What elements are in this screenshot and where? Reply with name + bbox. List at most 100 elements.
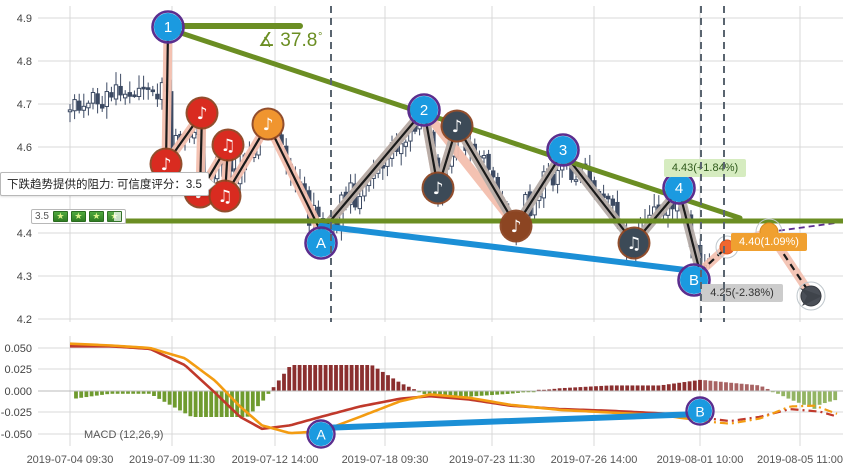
note-marker-circle	[210, 181, 240, 211]
wave-marker-2[interactable]: 2	[407, 93, 441, 127]
price-ytick-7: 4.2	[17, 314, 32, 326]
candle-body	[403, 141, 409, 147]
macd-wave-marker-group[interactable]: AB	[306, 396, 715, 449]
macd-histogram-bar	[276, 380, 281, 391]
macd-ab-trendline[interactable]	[318, 411, 703, 431]
candle-body	[77, 100, 82, 111]
macd-wave-marker-ring	[685, 396, 715, 426]
macd-histogram-bar	[755, 385, 760, 391]
note-marker-8[interactable]: ♪	[499, 209, 533, 243]
macd-dea-projection	[701, 404, 838, 425]
macd-histogram-bar	[339, 365, 344, 391]
wave-marker-label: 2	[420, 102, 428, 119]
wave-marker-3[interactable]: 3	[546, 133, 580, 167]
macd-histogram-bar	[547, 389, 552, 391]
macd-histogram-bar	[510, 391, 515, 394]
price-ytick-2: 4.7	[17, 99, 32, 111]
macd-histogram-bar	[172, 391, 177, 408]
candle-body	[491, 170, 496, 178]
macd-histogram-bar	[542, 389, 546, 391]
macd-histogram-bar	[724, 382, 728, 391]
target-price-down[interactable]: 4.25(-2.38%)	[701, 284, 783, 302]
note-marker-circle	[253, 109, 283, 139]
macd-histogram-bar	[765, 388, 770, 391]
angle-annotation: ∡ 37.8	[258, 30, 317, 51]
macd-histogram-bar	[230, 391, 234, 417]
note-marker-7[interactable]: ♪	[421, 171, 455, 205]
candle-body	[136, 87, 142, 97]
macd-histogram-bar	[469, 391, 474, 397]
macd-histogram-bar	[323, 365, 328, 391]
macd-histogram-bar	[625, 385, 630, 391]
candle-body	[573, 179, 579, 182]
macd-histogram-bar	[750, 384, 754, 391]
music-note-icon: ♫	[220, 136, 235, 156]
note-marker-9[interactable]: ♫	[617, 226, 651, 260]
macd-histogram-bar	[250, 391, 255, 412]
macd-histogram-bar	[256, 391, 260, 407]
wave-marker-ring	[546, 133, 580, 167]
macd-wave-marker-label: B	[695, 404, 704, 420]
macd-histogram-bar	[490, 391, 494, 396]
target-price-up[interactable]: 4.43(+1.84%)	[664, 159, 746, 177]
wave-marker-1[interactable]: 1	[151, 10, 185, 44]
macd-histogram-bar	[79, 391, 84, 398]
macd-histogram-bar	[386, 375, 390, 391]
macd-histogram-bar	[365, 365, 370, 391]
wave-marker-a[interactable]: A	[304, 226, 338, 260]
wave-marker-circle	[307, 229, 335, 257]
macd-histogram-bar	[635, 385, 640, 391]
trendline-ab-support[interactable]	[318, 223, 705, 275]
macd-histogram-bar	[344, 365, 349, 391]
macd-histogram-bar	[261, 391, 266, 401]
macd-histogram	[38, 365, 843, 417]
macd-histogram-bar	[209, 391, 214, 417]
wave-marker-ring	[151, 10, 185, 44]
macd-histogram-bar	[391, 378, 396, 391]
candle-body	[127, 92, 133, 97]
macd-wave-marker-ring	[306, 419, 336, 449]
macd-histogram-bar	[162, 391, 167, 402]
note-marker-5[interactable]: ♪	[251, 107, 285, 141]
candle-body	[86, 102, 91, 109]
price-ytick-1: 4.8	[17, 56, 32, 68]
note-marker-circle	[187, 98, 217, 128]
macd-histogram-bar	[573, 387, 578, 391]
note-marker-4[interactable]: ♫	[208, 179, 242, 213]
candle-body	[81, 105, 86, 111]
music-note-icon: ♪	[263, 115, 274, 135]
candle-body	[113, 84, 119, 100]
price-panel: 4.9 4.8 4.7 4.6 4.5 4.4 4.3 4.2	[17, 6, 843, 326]
macd-histogram-bar	[308, 365, 312, 391]
macd-ytick-2: 0.000	[4, 386, 32, 398]
candle-body	[481, 155, 487, 159]
xtick-label-1: 2019-07-09 11:30	[129, 454, 215, 466]
candle-body	[192, 131, 197, 139]
macd-histogram-bar	[646, 385, 650, 391]
note-marker-1[interactable]: ♪	[185, 96, 219, 130]
macd-histogram-bar	[776, 391, 780, 394]
macd-histogram-bar	[516, 391, 520, 393]
macd-histogram-bar	[661, 384, 666, 391]
macd-histogram-bar	[640, 385, 645, 391]
macd-wave-marker-circle	[688, 399, 712, 423]
price-tag-group[interactable]: 4.43(+1.84%) 4.40(1.09%) 4.25(-2.38%)	[664, 159, 807, 302]
candle-body	[104, 91, 109, 108]
macd-histogram-bar	[313, 365, 318, 391]
music-note-icon: ♪	[433, 179, 444, 199]
macd-histogram-bar	[178, 391, 182, 411]
candle-body	[486, 153, 491, 170]
macd-ytick-3: -0.025	[1, 407, 32, 419]
wave-marker-label: A	[316, 235, 326, 252]
macd-wave-marker-a[interactable]: A	[306, 419, 336, 449]
wave-marker-4[interactable]: 4	[662, 171, 696, 205]
candle-body	[100, 104, 105, 109]
note-marker-3[interactable]: ♫	[211, 128, 245, 162]
target-price-mid[interactable]: 4.40(1.09%)	[731, 233, 807, 251]
confidence-rating-box[interactable]: 3.5	[31, 209, 126, 224]
macd-histogram-bar	[729, 382, 734, 391]
macd-wave-marker-b[interactable]: B	[685, 396, 715, 426]
note-marker-6[interactable]: ♪	[440, 109, 474, 143]
